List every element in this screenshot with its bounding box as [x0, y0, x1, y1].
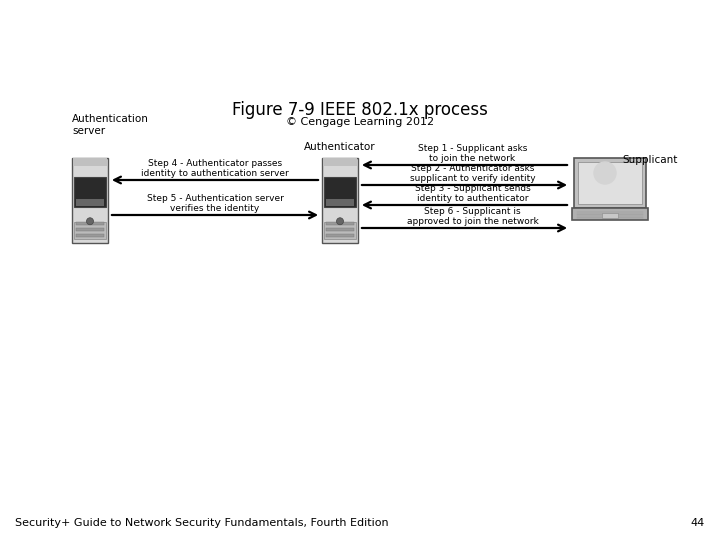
Text: 44: 44 — [690, 518, 705, 528]
Bar — [76, 221, 104, 225]
Text: Figure 7-9 IEEE 802.1x process: Figure 7-9 IEEE 802.1x process — [232, 101, 488, 119]
Bar — [578, 162, 642, 204]
Bar — [72, 158, 108, 242]
Bar — [326, 221, 354, 225]
Bar — [74, 221, 106, 239]
Text: Authentication
server: Authentication server — [72, 114, 149, 136]
Text: © Cengage Learning 2012: © Cengage Learning 2012 — [286, 117, 434, 127]
Bar — [324, 221, 356, 239]
Bar — [572, 208, 648, 220]
Text: Step 3 - Supplicant sends
identity to authenticator: Step 3 - Supplicant sends identity to au… — [415, 184, 531, 203]
Bar — [326, 199, 354, 206]
Bar — [76, 233, 104, 237]
Bar — [74, 177, 106, 207]
Bar — [602, 213, 618, 218]
Bar — [574, 158, 646, 208]
Text: Step 4 - Authenticator passes
identity to authentication server: Step 4 - Authenticator passes identity t… — [141, 159, 289, 178]
Text: Authenticator: Authenticator — [304, 143, 376, 152]
Text: Security+ Guide to Network Security Fundamentals, Fourth Edition: Security+ Guide to Network Security Fund… — [15, 518, 389, 528]
Bar — [326, 233, 354, 237]
Text: Step 2 - Authenticator asks
supplicant to verify identity: Step 2 - Authenticator asks supplicant t… — [410, 164, 535, 183]
Bar — [76, 227, 104, 231]
Bar — [324, 177, 356, 207]
Circle shape — [86, 218, 94, 225]
Text: Step 5 - Authentication server
verifies the identity: Step 5 - Authentication server verifies … — [147, 194, 284, 213]
Circle shape — [594, 162, 616, 184]
Bar — [323, 158, 357, 165]
Text: Supplicant: Supplicant — [622, 155, 678, 165]
Circle shape — [336, 218, 343, 225]
Bar — [73, 158, 107, 165]
Bar — [322, 158, 358, 242]
Text: Step 6 - Supplicant is
approved to join the network: Step 6 - Supplicant is approved to join … — [407, 207, 539, 226]
Text: Step 1 - Supplicant asks
to join the network: Step 1 - Supplicant asks to join the net… — [418, 144, 527, 163]
Bar — [76, 199, 104, 206]
Bar — [326, 227, 354, 231]
